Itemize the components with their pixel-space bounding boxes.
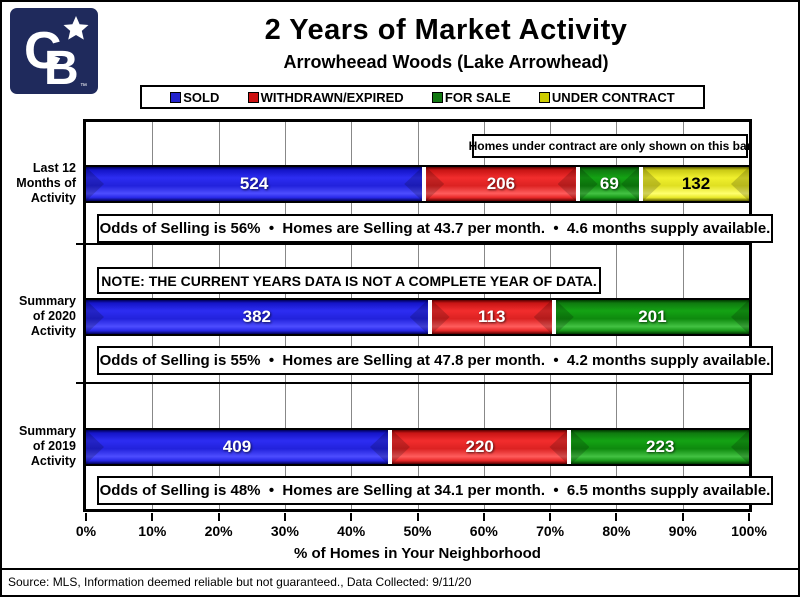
y-axis-tick [76,243,83,245]
cb-logo-icon: C B ™ [10,8,98,95]
bar-segment-forsale: 223 [571,430,749,464]
odds-box-2019: Odds of Selling is 48% • Homes are Selli… [97,476,773,505]
bar-last-12-months: 524 206 69 132 [86,165,749,203]
category-line: Activity [30,324,76,338]
x-tick-label: 50% [403,523,432,539]
chart-legend: SOLD WITHDRAWN/EXPIRED FOR SALE UNDER CO… [140,85,705,109]
withdrawn-swatch-icon [247,91,259,103]
legend-item-undercontract: UNDER CONTRACT [538,89,675,105]
x-axis-labels: 0% 10% 20% 30% 40% 50% 60% 70% 80% 90% 1… [76,523,767,541]
x-tick [85,513,87,521]
svg-text:C: C [24,22,62,80]
plot-area: Homes under contract are only shown on t… [76,119,773,512]
x-tick-label: 90% [668,523,697,539]
segment-value: 113 [478,307,506,326]
bar-segment-undercontract: 132 [643,167,749,201]
legend-label-undercontract: UNDER CONTRACT [551,89,675,105]
section-divider-1 [86,243,749,245]
segment-value: 223 [646,437,675,456]
x-tick-label: 10% [138,523,167,539]
category-line: of 2019 [32,439,76,453]
segment-value: 524 [239,174,269,193]
bar-segment-withdrawn: 206 [426,167,576,201]
category-label-2019: Summary of 2019 Activity [4,424,76,469]
x-tick [549,513,552,521]
x-tick [681,513,684,521]
bar-segment-sold: 409 [86,430,388,464]
segment-value: 382 [242,307,272,326]
category-line: Last 12 [32,161,76,175]
x-tick [615,513,618,521]
x-tick-label: 30% [270,523,299,539]
category-line: Activity [30,191,76,205]
bar-summary-2019: 409 220 223 [86,428,749,466]
category-line: of 2020 [32,309,76,323]
contract-note-box: Homes under contract are only shown on t… [469,134,751,158]
page-title: 2 Years of Market Activity [264,14,628,46]
legend-item-forsale: FOR SALE [431,89,511,105]
category-label-last12: Last 12 Months of Activity [4,161,76,206]
x-tick-label: 60% [469,523,498,539]
category-line: Summary [19,294,76,308]
incomplete-year-note-box: NOTE: THE CURRENT YEARS DATA IS NOT A CO… [97,267,601,294]
legend-label-withdrawn: WITHDRAWN/EXPIRED [260,89,404,105]
x-tick-label: 0% [75,523,97,539]
x-tick-label: 40% [337,523,366,539]
x-tick [151,513,154,521]
svg-text:™: ™ [80,83,87,90]
bar-segment-sold: 382 [86,300,428,334]
x-tick [748,513,750,521]
x-tick-label: 100% [731,523,767,539]
x-tick [217,513,220,521]
x-tick [283,513,286,521]
legend-item-sold: SOLD [170,90,219,105]
bar-segment-sold: 524 [86,167,423,201]
bar-segment-forsale: 201 [555,300,749,334]
x-tick-label: 20% [204,523,233,539]
category-line: Activity [30,454,76,468]
source-note: Source: MLS, Information deemed reliable… [8,575,472,589]
x-axis-title: % of Homes in Your Neighborhood [294,545,541,562]
forsale-swatch-icon [431,91,443,103]
x-tick-label: 70% [536,523,565,539]
legend-label-forsale: FOR SALE [444,89,511,105]
x-tick [350,513,353,521]
bar-segment-forsale: 69 [579,167,640,201]
segment-value: 220 [465,437,494,456]
x-axis-ticks [85,513,750,521]
svg-text:B: B [44,42,79,94]
legend-item-withdrawn: WITHDRAWN/EXPIRED [247,89,404,105]
segment-value: 132 [681,174,711,193]
segment-value: 201 [638,307,667,326]
coldwell-banker-logo: C B ™ [10,8,98,95]
x-tick [416,513,419,521]
odds-box-last12: Odds of Selling is 56% • Homes are Selli… [97,214,773,243]
page-subtitle: Arrowheead Woods (Lake Arrowhead) [283,52,609,72]
section-divider-2 [86,382,749,384]
undercontract-swatch-icon [538,91,550,103]
x-tick [482,513,485,521]
odds-box-2020: Odds of Selling is 55% • Homes are Selli… [97,346,773,375]
bar-segment-withdrawn: 113 [431,300,552,334]
segment-value: 69 [599,174,619,193]
segment-value: 409 [222,437,252,456]
segment-value: 206 [486,174,516,193]
y-axis-tick [76,382,83,384]
category-line: Months of [16,176,76,190]
category-line: Summary [19,424,76,438]
bar-segment-withdrawn: 220 [391,430,568,464]
legend-label-sold: SOLD [183,89,220,105]
footer-divider [2,568,798,570]
sold-swatch-icon [170,91,182,103]
category-label-2020: Summary of 2020 Activity [4,294,76,339]
x-tick-label: 80% [602,523,631,539]
bar-summary-2020: 382 113 201 [86,298,749,336]
